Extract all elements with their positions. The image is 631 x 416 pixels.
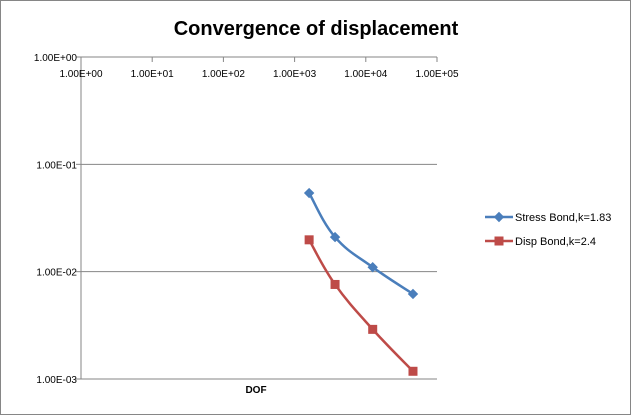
data-point [330, 279, 340, 289]
x-tick-labels: 1.00E+00 1.00E+01 1.00E+02 1.00E+03 1.00E+04… [59, 69, 459, 80]
data-point [304, 235, 314, 245]
data-point [368, 324, 378, 334]
legend-item: Disp Bond,k=2.4 [485, 236, 596, 248]
data-series [303, 187, 419, 376]
x-tick-label: 1.00E+04 [344, 69, 388, 80]
gridlines [81, 56, 437, 380]
legend-marker [494, 236, 504, 246]
legend-label: Disp Bond,k=2.4 [515, 236, 596, 248]
y-tick-label: 1.00E-01 [36, 160, 77, 171]
x-axis-title: DOF [245, 385, 266, 396]
y-tick-labels: 1.00E+00 1.00E-01 1.00E-02 1.00E-03 [34, 53, 78, 386]
x-tick-label: 1.00E+01 [131, 69, 175, 80]
legend-marker [493, 211, 505, 223]
chart-title: Convergence of displacement [174, 18, 459, 40]
axes [76, 56, 438, 380]
series-line [308, 192, 414, 295]
x-tick-label: 1.00E+02 [202, 69, 246, 80]
series-1 [303, 187, 419, 300]
y-tick-label: 1.00E-03 [36, 375, 77, 386]
data-point [408, 366, 418, 376]
data-point [329, 231, 341, 243]
y-tick-label: 1.00E-02 [36, 268, 77, 279]
data-point [303, 187, 315, 199]
x-tick-label: 1.00E+03 [273, 69, 317, 80]
legend-label: Stress Bond,k=1.83 [515, 212, 611, 224]
data-point [367, 262, 378, 273]
series-line [308, 239, 414, 373]
x-tick-label: 1.00E+05 [415, 69, 459, 80]
x-tick-label: 1.00E+00 [59, 69, 103, 80]
legend-item: Stress Bond,k=1.83 [485, 211, 611, 224]
data-point [407, 288, 419, 300]
series-2 [304, 235, 418, 376]
y-tick-label: 1.00E+00 [34, 53, 78, 64]
legend: Stress Bond,k=1.83 Disp Bond,k=2.4 [485, 211, 611, 248]
